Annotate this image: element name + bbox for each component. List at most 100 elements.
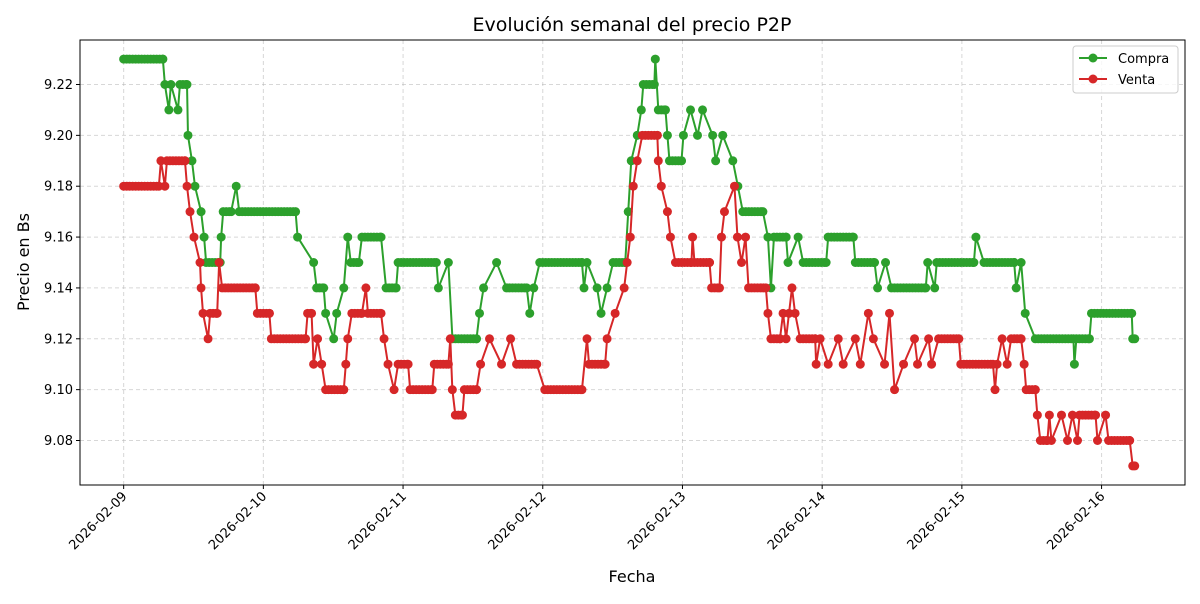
y-tick-label: 9.12 [44,332,73,347]
venta-marker [1101,410,1111,420]
venta-marker [214,258,224,267]
venta-marker [1067,410,1077,420]
compra-marker [216,232,226,242]
venta-marker [313,334,323,344]
grid [80,40,1185,485]
venta-marker [628,181,638,191]
compra-marker [1011,283,1021,293]
venta-marker [339,385,349,395]
compra-marker [930,283,940,293]
x-axis-label: Fecha [609,567,656,586]
venta-marker [577,385,587,395]
compra-marker [873,283,883,293]
venta-marker [913,359,923,369]
compra-marker [479,283,489,293]
compra-marker [182,80,192,89]
venta-marker [716,232,726,242]
venta-marker [1046,436,1056,445]
venta-marker [1030,385,1040,395]
compra-marker [339,283,349,293]
venta-marker [781,334,791,344]
venta-marker [652,130,662,140]
compra-marker [199,232,209,242]
venta-marker [1063,436,1073,445]
compra-marker [293,232,303,242]
venta-marker [737,258,747,267]
y-axis-label: Precio en Bs [14,213,33,311]
compra-marker [522,283,532,293]
venta-marker [924,334,934,344]
venta-marker [890,385,900,395]
compra-marker [183,130,193,140]
legend-compra-label: Compra [1118,52,1169,67]
venta-marker [198,308,208,318]
compra-marker [158,54,168,64]
compra-marker [291,207,301,217]
compra-marker [693,130,702,140]
venta-marker [376,308,386,318]
venta-marker [457,410,467,420]
venta-marker [662,207,672,217]
series-layer [119,54,1140,471]
venta-marker [732,232,742,242]
compra-marker [1084,334,1094,344]
compra-marker [971,232,981,242]
compra-marker [1130,334,1140,344]
venta-marker [343,334,353,344]
venta-marker [910,334,920,344]
venta-marker [719,207,729,217]
venta-marker [447,385,457,395]
compra-marker [525,308,535,318]
y-tick-label: 9.20 [44,129,73,144]
venta-marker [1091,410,1101,420]
compra-marker [492,258,502,267]
compra-marker [164,105,174,115]
compra-marker [783,258,793,267]
y-tick-label: 9.14 [44,281,73,296]
venta-marker [383,359,393,369]
compra-marker [1127,308,1137,318]
legend: Compra Venta [1072,45,1179,94]
compra-marker [309,258,319,267]
venta-marker [1057,410,1066,420]
venta-marker [1019,359,1029,369]
venta-marker [868,334,878,344]
y-tick-label: 9.10 [44,383,73,398]
compra-marker [187,156,197,166]
y-tick-label: 9.18 [44,180,73,195]
venta-marker [379,334,389,344]
venta-marker [1032,410,1042,420]
compra-marker [636,105,646,115]
compra-marker [969,258,979,267]
compra-marker [602,283,612,293]
venta-marker [619,283,629,293]
venta-marker [899,359,909,369]
venta-marker [309,359,319,369]
venta-marker [1044,410,1054,420]
compra-marker [431,258,441,267]
venta-marker [715,283,725,293]
venta-marker [506,334,516,344]
venta-marker [610,308,620,318]
compra-marker [166,80,176,89]
compra-marker [332,308,342,318]
venta-marker [763,308,773,318]
venta-marker [705,258,715,267]
venta-marker [476,359,486,369]
venta-marker [196,283,206,293]
venta-marker [1125,436,1135,445]
compra-marker [793,232,803,242]
compra-marker [781,232,791,242]
venta-marker [790,308,800,318]
compra-marker [848,232,858,242]
venta-marker [823,359,833,369]
compra-marker [923,258,933,267]
venta-marker [427,385,437,395]
venta-marker [301,334,311,344]
venta-marker [811,359,821,369]
compra-marker [190,181,200,191]
compra-marker [1009,258,1019,267]
venta-marker [729,181,739,191]
y-tick-label: 9.16 [44,231,73,246]
